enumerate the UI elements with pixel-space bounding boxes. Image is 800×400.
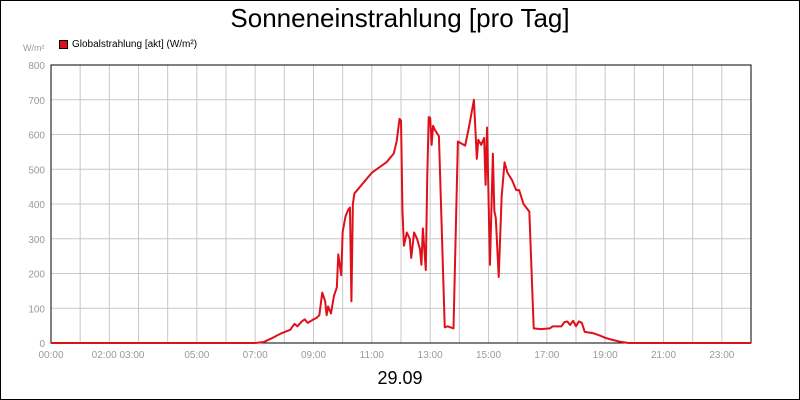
- x-tick-label: 17:00: [534, 350, 559, 361]
- x-tick-label: 23:00: [709, 350, 734, 361]
- y-unit-label: W/m²: [23, 43, 45, 53]
- y-tick-label: 500: [28, 165, 45, 176]
- y-tick-label: 300: [28, 235, 45, 246]
- x-tick-label: 15:00: [476, 350, 501, 361]
- legend: Globalstrahlung [akt] (W/m²): [59, 39, 197, 50]
- y-tick-label: 200: [28, 270, 45, 281]
- x-tick-label: 05:00: [184, 350, 209, 361]
- x-tick-label: 13:00: [418, 350, 443, 361]
- x-tick-label: 11:00: [360, 350, 385, 361]
- y-tick-label: 0: [39, 339, 45, 350]
- series-line-globalstrahlung: [51, 98, 751, 344]
- y-tick-label: 700: [28, 96, 45, 107]
- legend-label: Globalstrahlung [akt] (W/m²): [72, 39, 198, 50]
- x-tick-label: 02:00 03:00: [92, 350, 145, 361]
- y-tick-label: 600: [28, 131, 45, 142]
- plot-border: [50, 64, 752, 344]
- legend-swatch: [59, 40, 68, 49]
- y-tick-label: 800: [28, 61, 45, 72]
- x-tick-label: 07:00: [243, 350, 268, 361]
- y-tick-label: 100: [28, 304, 45, 315]
- x-tick-label: 19:00: [593, 350, 618, 361]
- x-tick-label: 09:00: [301, 350, 326, 361]
- chart-title: Sonneneinstrahlung [pro Tag]: [230, 3, 570, 33]
- y-tick-label: 400: [28, 200, 45, 211]
- x-tick-label: 21:00: [651, 350, 676, 361]
- x-tick-label: 00:00: [38, 350, 63, 361]
- date-label: 29.09: [377, 368, 423, 388]
